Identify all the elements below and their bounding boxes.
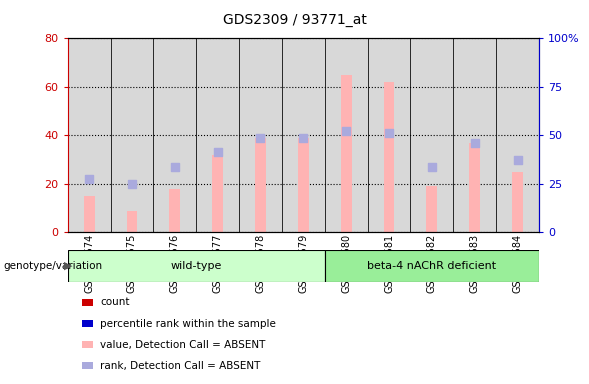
Bar bbox=[153, 38, 196, 232]
Bar bbox=[454, 38, 496, 232]
Text: ▶: ▶ bbox=[64, 261, 72, 271]
Point bbox=[213, 149, 223, 156]
Text: wild-type: wild-type bbox=[171, 261, 222, 271]
Bar bbox=[68, 38, 111, 232]
Bar bbox=[325, 250, 539, 282]
Bar bbox=[341, 75, 352, 232]
Point bbox=[170, 164, 180, 170]
Point bbox=[127, 181, 137, 187]
Text: GDS2309 / 93771_at: GDS2309 / 93771_at bbox=[223, 13, 366, 27]
Bar bbox=[298, 138, 309, 232]
Bar bbox=[325, 38, 368, 232]
Bar bbox=[170, 189, 180, 232]
Text: rank, Detection Call = ABSENT: rank, Detection Call = ABSENT bbox=[100, 361, 260, 371]
Bar bbox=[196, 38, 239, 232]
Bar bbox=[383, 82, 395, 232]
Point bbox=[342, 127, 351, 134]
Text: count: count bbox=[100, 297, 130, 308]
Bar bbox=[282, 38, 325, 232]
Text: genotype/variation: genotype/variation bbox=[3, 261, 102, 271]
Bar bbox=[496, 38, 539, 232]
Bar bbox=[84, 196, 94, 232]
Point bbox=[84, 176, 94, 182]
Point bbox=[470, 139, 479, 146]
Point bbox=[427, 164, 436, 170]
Point bbox=[513, 157, 522, 163]
Text: value, Detection Call = ABSENT: value, Detection Call = ABSENT bbox=[100, 339, 266, 350]
Bar bbox=[111, 38, 153, 232]
Text: percentile rank within the sample: percentile rank within the sample bbox=[100, 318, 276, 329]
Bar bbox=[411, 38, 454, 232]
Text: beta-4 nAChR deficient: beta-4 nAChR deficient bbox=[368, 261, 497, 271]
Bar bbox=[512, 172, 523, 232]
Bar bbox=[469, 142, 480, 232]
Bar bbox=[239, 38, 282, 232]
Point bbox=[299, 135, 308, 141]
Bar bbox=[426, 186, 437, 232]
Bar bbox=[127, 210, 137, 232]
Bar bbox=[68, 250, 325, 282]
Bar bbox=[368, 38, 411, 232]
Point bbox=[384, 130, 393, 136]
Bar bbox=[212, 155, 223, 232]
Bar bbox=[255, 138, 266, 232]
Point bbox=[256, 135, 265, 141]
